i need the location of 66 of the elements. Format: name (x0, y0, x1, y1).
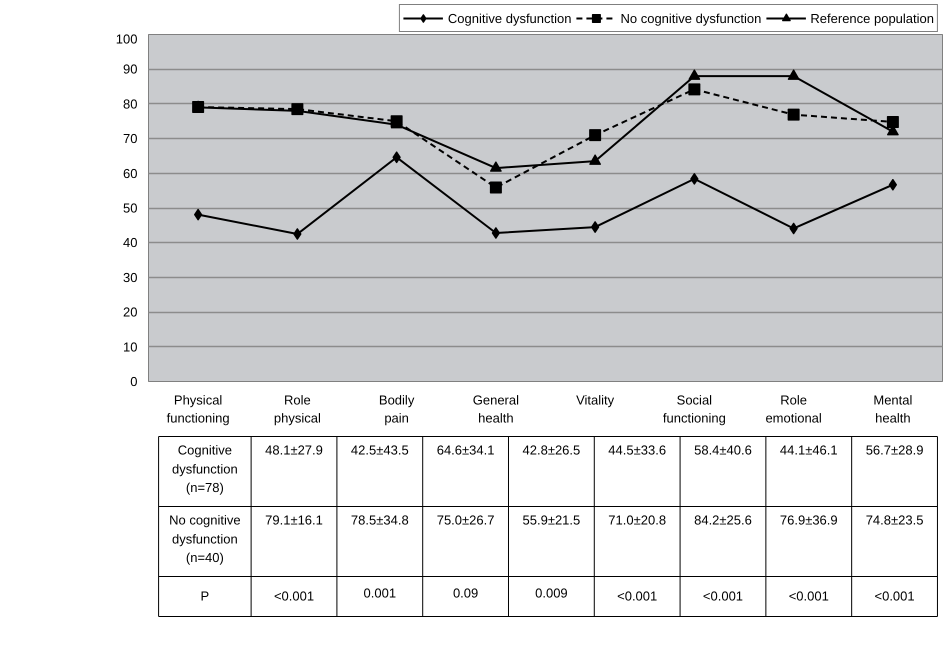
point (490, 161, 502, 172)
text: <0.001 (702, 588, 744, 604)
text: 48.1±27.9 (265, 442, 323, 458)
text: <0.001 (617, 588, 658, 604)
y-tick-label: 60 (123, 166, 138, 181)
x-tick-label: Mental health (873, 392, 912, 426)
text: 56.7±28.9 (866, 442, 924, 458)
y-tick-label: 20 (123, 304, 138, 320)
legend-label: Reference population (810, 10, 934, 26)
x-tick-label: Physical functioning (166, 392, 230, 426)
point (490, 182, 502, 194)
point (888, 178, 898, 191)
point (589, 129, 602, 142)
text: 71.0±20.8 (608, 512, 666, 528)
text: Cognitive dysfunction (n=78) (172, 442, 238, 495)
x-tick-label: Vitality (576, 392, 615, 408)
point (788, 108, 800, 121)
text: 0.09 (452, 586, 478, 600)
text: 0.001 (364, 586, 396, 600)
text: 44.5±33.6 (608, 442, 666, 458)
text: 75.0±26.7 (436, 512, 494, 528)
x-tick-label: Bodily pain (378, 392, 415, 426)
text: 55.9±21.5 (522, 512, 580, 528)
legend-label: No cognitive dysfunction (620, 10, 762, 26)
y-tick-label: 50 (123, 200, 138, 216)
text: 58.4±40.6 (694, 442, 752, 458)
y-tick-label: 30 (123, 270, 138, 285)
y-tick-label: 70 (123, 131, 138, 146)
text: P (200, 588, 210, 604)
point (688, 69, 700, 80)
x-tick-label: Social functioning (662, 392, 726, 426)
point (788, 69, 800, 80)
text: 0.009 (535, 586, 568, 600)
point (789, 222, 798, 234)
point (690, 172, 699, 185)
text: 76.9±36.9 (780, 512, 838, 528)
point (590, 221, 600, 234)
point (492, 226, 500, 239)
point (194, 208, 202, 221)
x-tick-label: General health (472, 392, 520, 426)
text: 42.5±43.5 (350, 442, 409, 458)
point (688, 83, 700, 96)
text: 84.2±25.6 (694, 512, 752, 528)
point (886, 116, 899, 128)
x-tick-label: Role physical (274, 392, 321, 426)
point (589, 154, 602, 165)
text: No cognitive dysfunction (n=40) (169, 512, 241, 565)
point (293, 228, 302, 240)
text: 42.8±26.5 (522, 442, 580, 458)
text: 78.5±34.8 (350, 512, 409, 528)
text: <0.001 (874, 588, 915, 604)
text: <0.001 (274, 588, 314, 604)
y-tick-label: 90 (123, 62, 138, 77)
y-tick-label: 80 (123, 96, 138, 112)
text: 64.6±34.1 (436, 442, 494, 458)
text: 79.1±16.1 (265, 512, 323, 528)
text: <0.001 (788, 588, 829, 604)
y-tick-label: 10 (123, 339, 138, 354)
y-tick-label: 100 (116, 32, 138, 46)
x-tick-label: Role emotional (765, 392, 822, 426)
y-tick-label: 40 (123, 235, 138, 250)
text: 74.8±23.5 (866, 512, 924, 528)
text: 44.1±46.1 (780, 442, 838, 458)
legend-label: Cognitive dysfunction (448, 10, 572, 26)
y-tick-label: 0 (130, 374, 138, 389)
point (392, 151, 401, 164)
